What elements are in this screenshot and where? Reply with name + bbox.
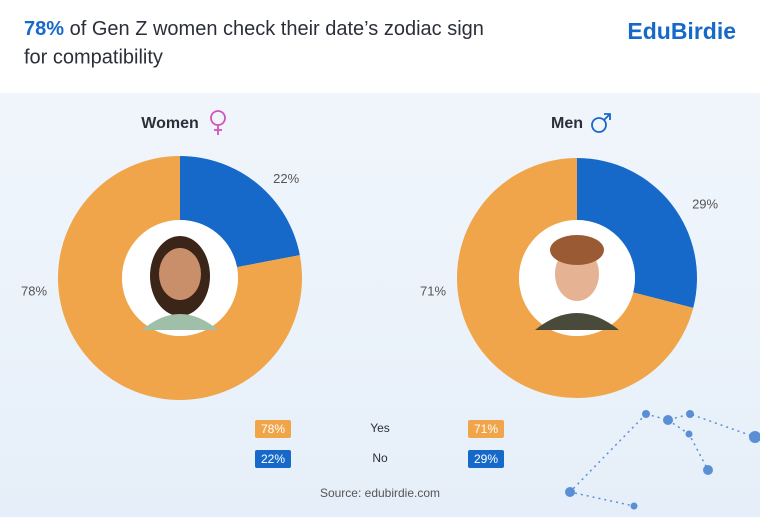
legend-label: No [372,451,388,465]
legend-swatch [255,420,291,438]
title-line-2: for compatibility [24,46,163,68]
legend-value: 29% [474,452,498,466]
title-line-1: 78% of Gen Z women check their date’s zo… [24,18,484,40]
legend-swatch [468,420,504,438]
slice-label: 22% [273,171,299,186]
slice-label: 29% [692,196,718,211]
face [159,248,201,300]
charts: 22% 78% Women 78% 22% 29% 71% Men 71% 29% Yes No [21,110,719,468]
brand: EduBirdie [627,18,736,44]
symbol-head [604,113,611,120]
title-text: of Gen Z women check their date’s zodiac… [70,18,484,40]
pie-title: Women [141,115,198,132]
legend-swatch [255,450,291,468]
donut-slice [457,158,694,399]
pie-title: Men [551,115,583,132]
source: Source: edubirdie.com [320,486,440,500]
legend-swatch [468,450,504,468]
shoulders [535,313,619,330]
hair [550,235,604,265]
stars [565,410,760,510]
legend-value: 78% [261,422,285,436]
donut-slice [57,156,302,400]
legend-value: 22% [261,452,285,466]
legend-value: 71% [474,422,498,436]
donut-slice [577,158,697,308]
slice-label: 71% [420,283,446,298]
portrait [142,236,218,330]
symbol-arrow [603,113,611,121]
legend-label: Yes [370,421,390,435]
female-symbol [210,110,226,135]
slice-label: 78% [21,283,47,298]
symbol-ring [591,117,607,133]
portrait [535,235,619,330]
shoulders [142,314,218,330]
male-symbol [591,113,611,133]
donut-slice [180,156,300,268]
header-band [0,0,760,93]
title-highlight: 78% [24,18,64,40]
